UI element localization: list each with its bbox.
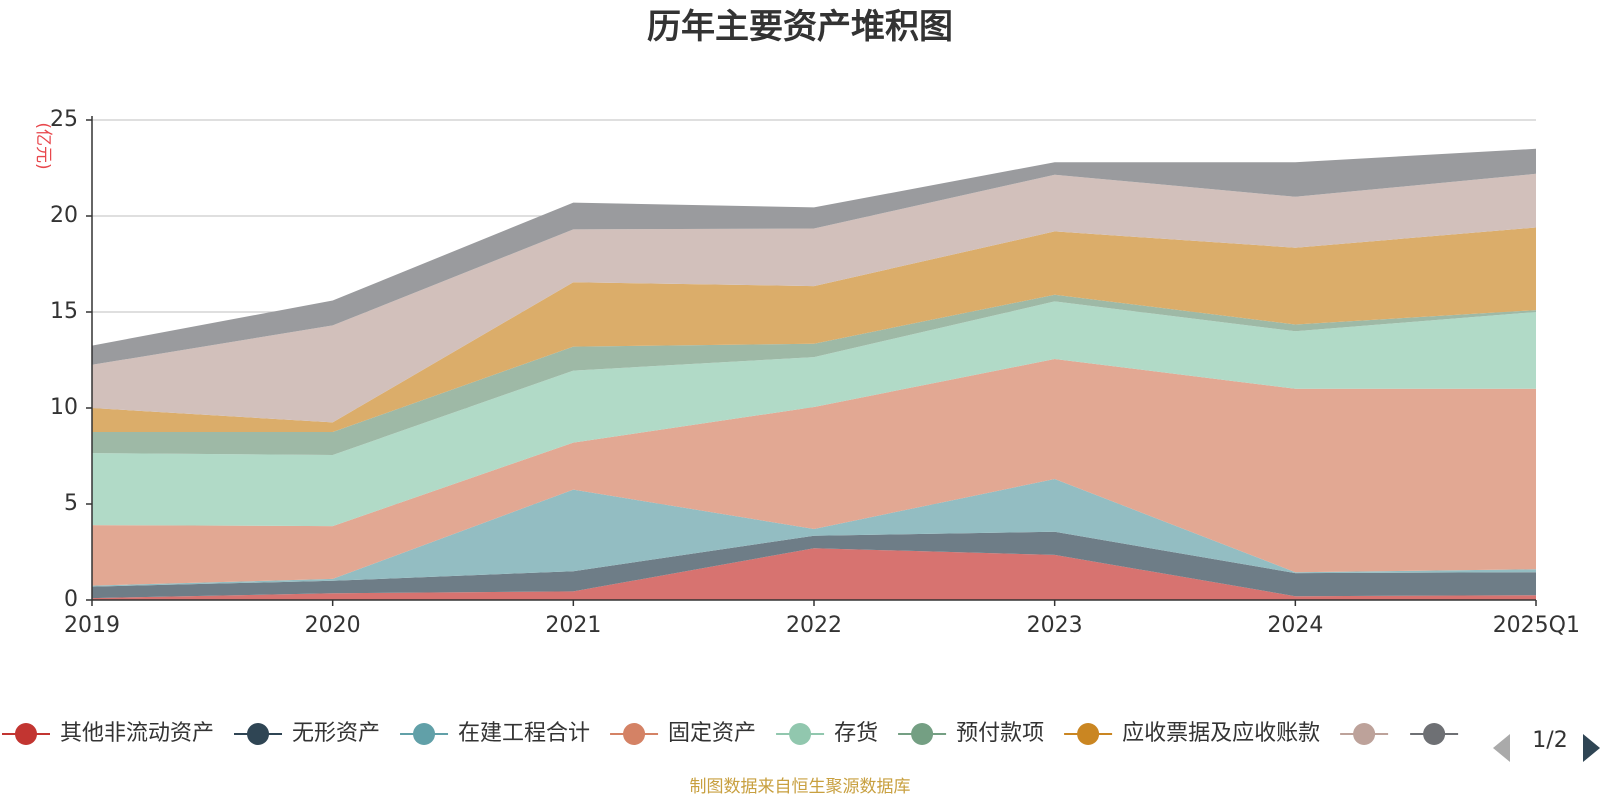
x-tick-label: 2020 — [305, 613, 361, 638]
area-series-1 — [92, 531, 1536, 599]
area-series-7 — [92, 173, 1536, 423]
triangle-left-icon[interactable] — [1493, 734, 1510, 762]
x-tick-label: 2025Q1 — [1493, 613, 1580, 638]
legend-marker — [1353, 723, 1376, 745]
y-tick-label: 0 — [64, 587, 78, 612]
y-tick-label: 20 — [50, 203, 78, 228]
legend-marker — [1077, 723, 1100, 745]
legend-label: 无形资产 — [292, 721, 380, 746]
area-series-5 — [92, 294, 1536, 455]
legend-label: 固定资产 — [668, 721, 756, 746]
stacked-areas — [92, 148, 1536, 600]
y-tick-label: 25 — [50, 107, 78, 132]
area-series-0 — [92, 548, 1536, 600]
legend-label: 预付款项 — [956, 721, 1044, 746]
legend-label: 应收票据及应收账款 — [1122, 721, 1320, 746]
legend-marker — [623, 723, 646, 745]
y-unit-label: (亿元) — [33, 122, 53, 169]
y-tick-label: 15 — [50, 299, 78, 324]
triangle-right-icon[interactable] — [1583, 734, 1600, 762]
x-tick-label: 2024 — [1267, 613, 1323, 638]
legend-label: 其他非流动资产 — [60, 721, 214, 746]
y-tick-label: 5 — [64, 491, 78, 516]
area-series-4 — [92, 301, 1536, 527]
area-series-6 — [92, 227, 1536, 432]
legend-marker — [413, 723, 436, 745]
legend-pager: 1/2 — [1493, 728, 1600, 762]
axes: 0 5 10 15 20 25 2019 2020 2021 2022 2023 2024 2025Q1 — [50, 107, 1580, 638]
y-tick-label: 10 — [50, 395, 78, 420]
chart-title: 历年主要资产堆积图 — [647, 7, 953, 47]
legend-marker — [1423, 723, 1446, 745]
x-tick-label: 2022 — [786, 613, 842, 638]
legend-page-indicator: 1/2 — [1532, 728, 1567, 753]
legend-label: 在建工程合计 — [458, 721, 590, 746]
legend-marker — [247, 723, 270, 745]
x-tick-label: 2019 — [64, 613, 120, 638]
area-series-8 — [92, 148, 1536, 365]
area-series-2 — [92, 479, 1536, 587]
footer-source: 制图数据来自恒生聚源数据库 — [690, 777, 911, 797]
legend-marker — [789, 723, 812, 745]
legend-marker — [911, 723, 934, 745]
x-tick-label: 2023 — [1027, 613, 1083, 638]
legend-marker — [15, 723, 37, 745]
legend-label: 存货 — [834, 721, 878, 746]
area-series-3 — [92, 359, 1536, 586]
x-tick-label: 2021 — [545, 613, 601, 638]
legend: 其他非流动资产 无形资产 在建工程合计 固定资产 存货 预付款项 应收票据及应收账款 — [2, 721, 1459, 746]
